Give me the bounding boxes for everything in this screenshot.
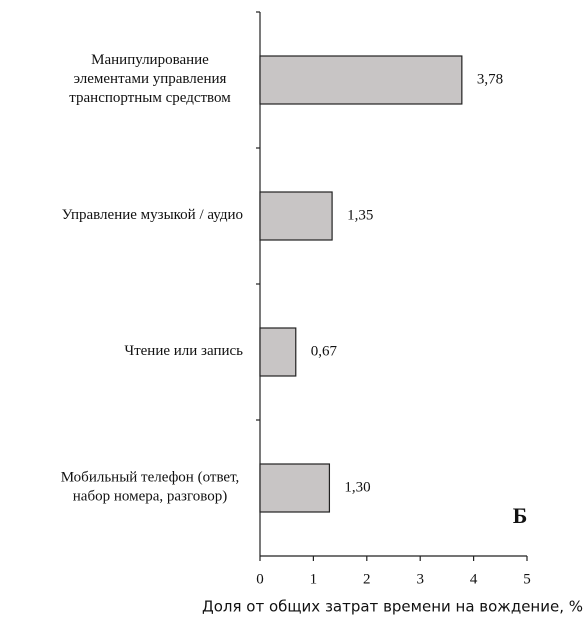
x-tick-label: 3 xyxy=(416,571,424,587)
y-tick-label: Чтение или запись xyxy=(124,343,243,359)
y-tick-label: Мобильный телефон (ответ, набор номера, р… xyxy=(61,470,240,505)
x-axis-label: Доля от общих затрат времени на вождение… xyxy=(202,598,583,616)
bar xyxy=(259,55,463,105)
x-tick-label: 4 xyxy=(470,571,478,587)
annotation: Б xyxy=(513,503,528,528)
bar xyxy=(259,191,333,241)
data-label: 1,35 xyxy=(347,207,373,223)
x-tick-label: 2 xyxy=(363,571,371,587)
data-label: 0,67 xyxy=(311,343,338,359)
x-tick-label: 0 xyxy=(256,571,264,587)
data-label: 1,30 xyxy=(344,479,370,495)
x-tick-label: 1 xyxy=(310,571,318,587)
bar xyxy=(259,463,331,513)
y-tick-label: Управление музыкой / аудио xyxy=(62,207,243,223)
bar xyxy=(259,327,297,377)
y-tick-label: Манипулирование элементами управления тран… xyxy=(69,52,231,106)
x-tick-label: 5 xyxy=(523,571,531,587)
data-label: 3,78 xyxy=(477,71,503,87)
